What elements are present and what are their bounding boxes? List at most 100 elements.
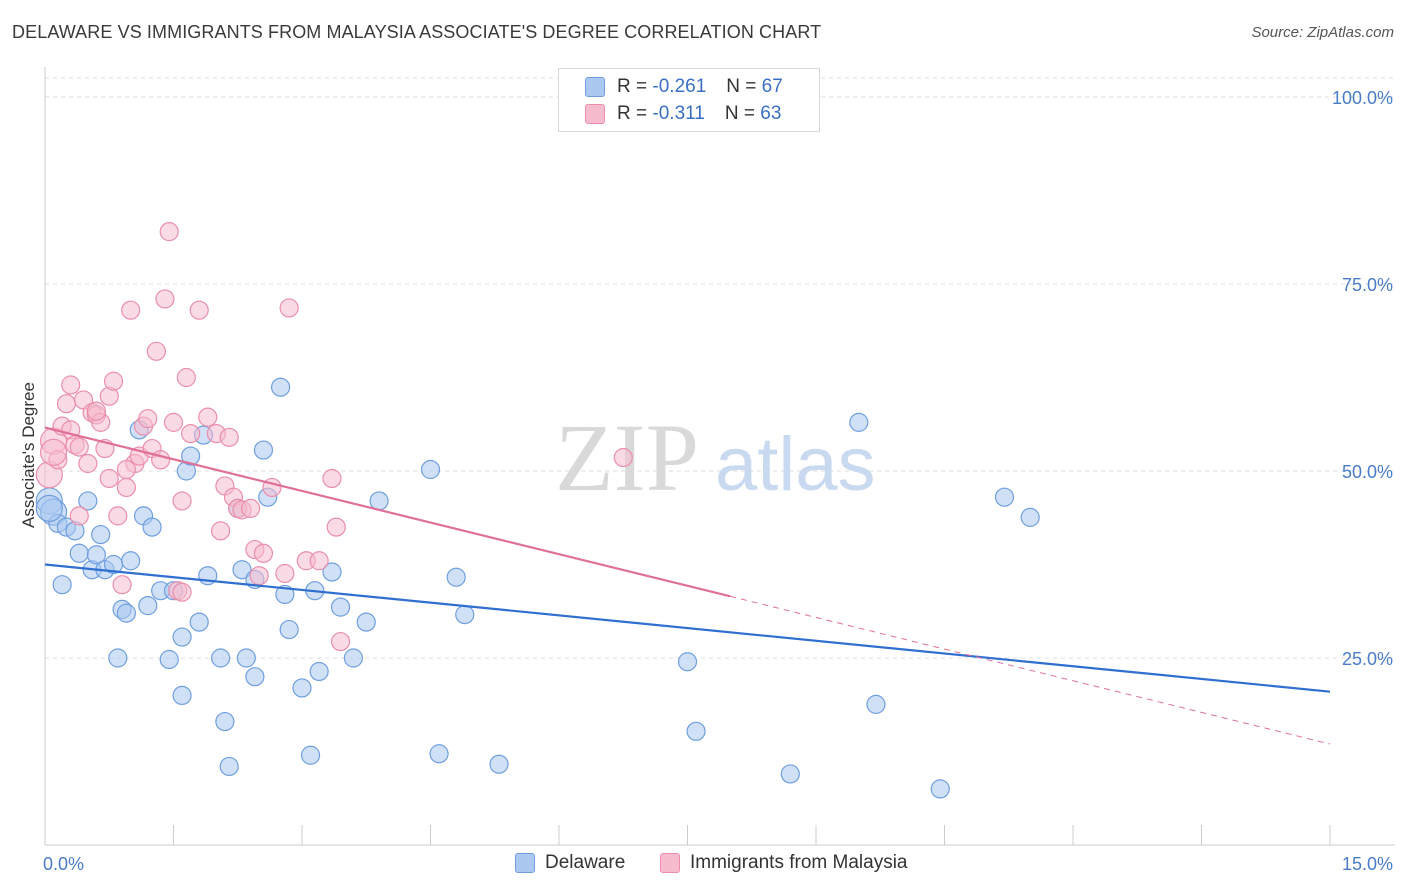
delaware-point <box>356 612 376 632</box>
delaware-point <box>52 575 72 595</box>
delaware-point <box>232 560 252 580</box>
delaware-point <box>420 459 441 480</box>
malaysia-point <box>61 375 81 395</box>
malaysia-point <box>279 298 299 318</box>
delaware-point <box>121 551 141 571</box>
malaysia-points <box>35 222 633 652</box>
malaysia-point <box>172 582 192 602</box>
delaware-point <box>489 754 509 774</box>
legend-item-delaware[interactable]: Delaware <box>515 852 625 874</box>
delaware-point <box>219 756 239 777</box>
delaware-point <box>279 619 299 640</box>
malaysia-swatch <box>585 104 605 124</box>
x-tick-label: 0.0% <box>43 854 84 874</box>
delaware-point <box>849 412 869 432</box>
malaysia-point <box>181 424 201 444</box>
malaysia-point <box>241 498 261 518</box>
malaysia-point <box>108 506 128 526</box>
source-label: Source: ZipAtlas.com <box>1251 24 1394 41</box>
malaysia-point <box>155 289 175 309</box>
n-label: N = <box>724 103 755 124</box>
n-value: 67 <box>761 76 783 97</box>
delaware-point <box>780 764 800 784</box>
malaysia-point <box>138 409 158 429</box>
delaware-point <box>108 648 128 668</box>
delaware-point <box>429 744 449 764</box>
malaysia-point <box>326 517 346 537</box>
malaysia-point <box>103 371 124 391</box>
delaware-point <box>994 487 1015 507</box>
malaysia-point <box>116 459 136 480</box>
delaware-point <box>116 603 136 623</box>
delaware-point <box>343 648 363 668</box>
delaware-point <box>300 745 321 765</box>
malaysia-point <box>613 447 633 468</box>
delaware-point <box>686 721 706 741</box>
delaware-point <box>446 567 466 587</box>
malaysia-point <box>99 468 119 489</box>
n-label: N = <box>726 76 757 97</box>
y-tick-label: 25.0% <box>1342 649 1393 669</box>
y-tick-label: 50.0% <box>1342 462 1393 482</box>
legend-item-malaysia[interactable]: Immigrants from Malaysia <box>660 852 908 874</box>
malaysia-legend-swatch <box>660 853 680 873</box>
malaysia-point <box>322 468 342 489</box>
delaware-point <box>330 597 351 617</box>
delaware-legend-label: Delaware <box>545 852 626 873</box>
malaysia-point <box>211 521 231 541</box>
malaysia-point <box>78 453 98 474</box>
malaysia-point <box>159 222 179 242</box>
delaware-point <box>292 678 312 698</box>
delaware-point <box>86 545 107 565</box>
delaware-point <box>215 711 235 732</box>
delaware-point <box>172 627 192 647</box>
malaysia-point <box>146 341 166 361</box>
delaware-swatch <box>585 77 605 97</box>
malaysia-point <box>198 407 218 427</box>
delaware-point <box>245 667 265 687</box>
r-label: R = <box>617 103 648 124</box>
n-value: 63 <box>760 103 782 124</box>
delaware-point <box>270 377 291 397</box>
malaysia-point <box>116 477 136 498</box>
malaysia-point <box>39 438 68 466</box>
malaysia-point <box>121 300 141 320</box>
delaware-point <box>138 596 158 616</box>
malaysia-point <box>253 543 274 563</box>
r-label: R = <box>617 76 648 97</box>
delaware-point <box>91 524 111 545</box>
x-tick-label: 15.0% <box>1342 854 1393 874</box>
malaysia-trend-line <box>44 426 731 598</box>
malaysia-point <box>172 491 192 511</box>
correlation-legend: R = -0.261 N = 67 R = -0.311 N = 63 <box>558 68 820 132</box>
delaware-point <box>189 612 209 632</box>
delaware-point <box>455 605 475 625</box>
y-axis-label: Associate's Degree <box>19 382 38 528</box>
y-tick-label: 75.0% <box>1342 275 1393 295</box>
malaysia-point <box>219 427 239 447</box>
r-value: -0.261 <box>652 76 707 97</box>
delaware-point <box>211 648 231 668</box>
y-tick-label: 100.0% <box>1332 88 1393 108</box>
malaysia-trend-extension <box>730 595 1331 745</box>
malaysia-point <box>69 437 89 457</box>
delaware-point <box>69 543 89 563</box>
delaware-point <box>35 494 63 522</box>
legend-row-malaysia: R = -0.311 N = 63 <box>585 102 781 126</box>
delaware-point <box>866 694 886 714</box>
malaysia-point <box>249 566 269 586</box>
watermark-atlas: atlas <box>715 422 876 507</box>
delaware-point <box>930 779 950 799</box>
malaysia-point <box>86 401 107 421</box>
malaysia-point <box>176 367 196 388</box>
malaysia-point <box>163 412 184 432</box>
tick-labels: 25.0% 50.0% 75.0% 100.0% 0.0% 15.0% <box>43 88 1393 874</box>
malaysia-point <box>275 563 295 584</box>
malaysia-legend-label: Immigrants from Malaysia <box>690 852 908 873</box>
delaware-point <box>78 491 98 511</box>
malaysia-point <box>309 551 329 571</box>
delaware-point <box>172 685 192 706</box>
delaware-point <box>181 446 201 466</box>
delaware-point <box>275 584 295 605</box>
